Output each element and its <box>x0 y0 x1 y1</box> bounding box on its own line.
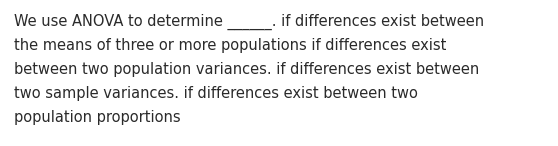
Text: We use ANOVA to determine ______. if differences exist between: We use ANOVA to determine ______. if dif… <box>14 14 484 30</box>
Text: the means of three or more populations if differences exist: the means of three or more populations i… <box>14 38 446 53</box>
Text: population proportions: population proportions <box>14 110 181 125</box>
Text: two sample variances. if differences exist between two: two sample variances. if differences exi… <box>14 86 418 101</box>
Text: between two population variances. if differences exist between: between two population variances. if dif… <box>14 62 479 77</box>
